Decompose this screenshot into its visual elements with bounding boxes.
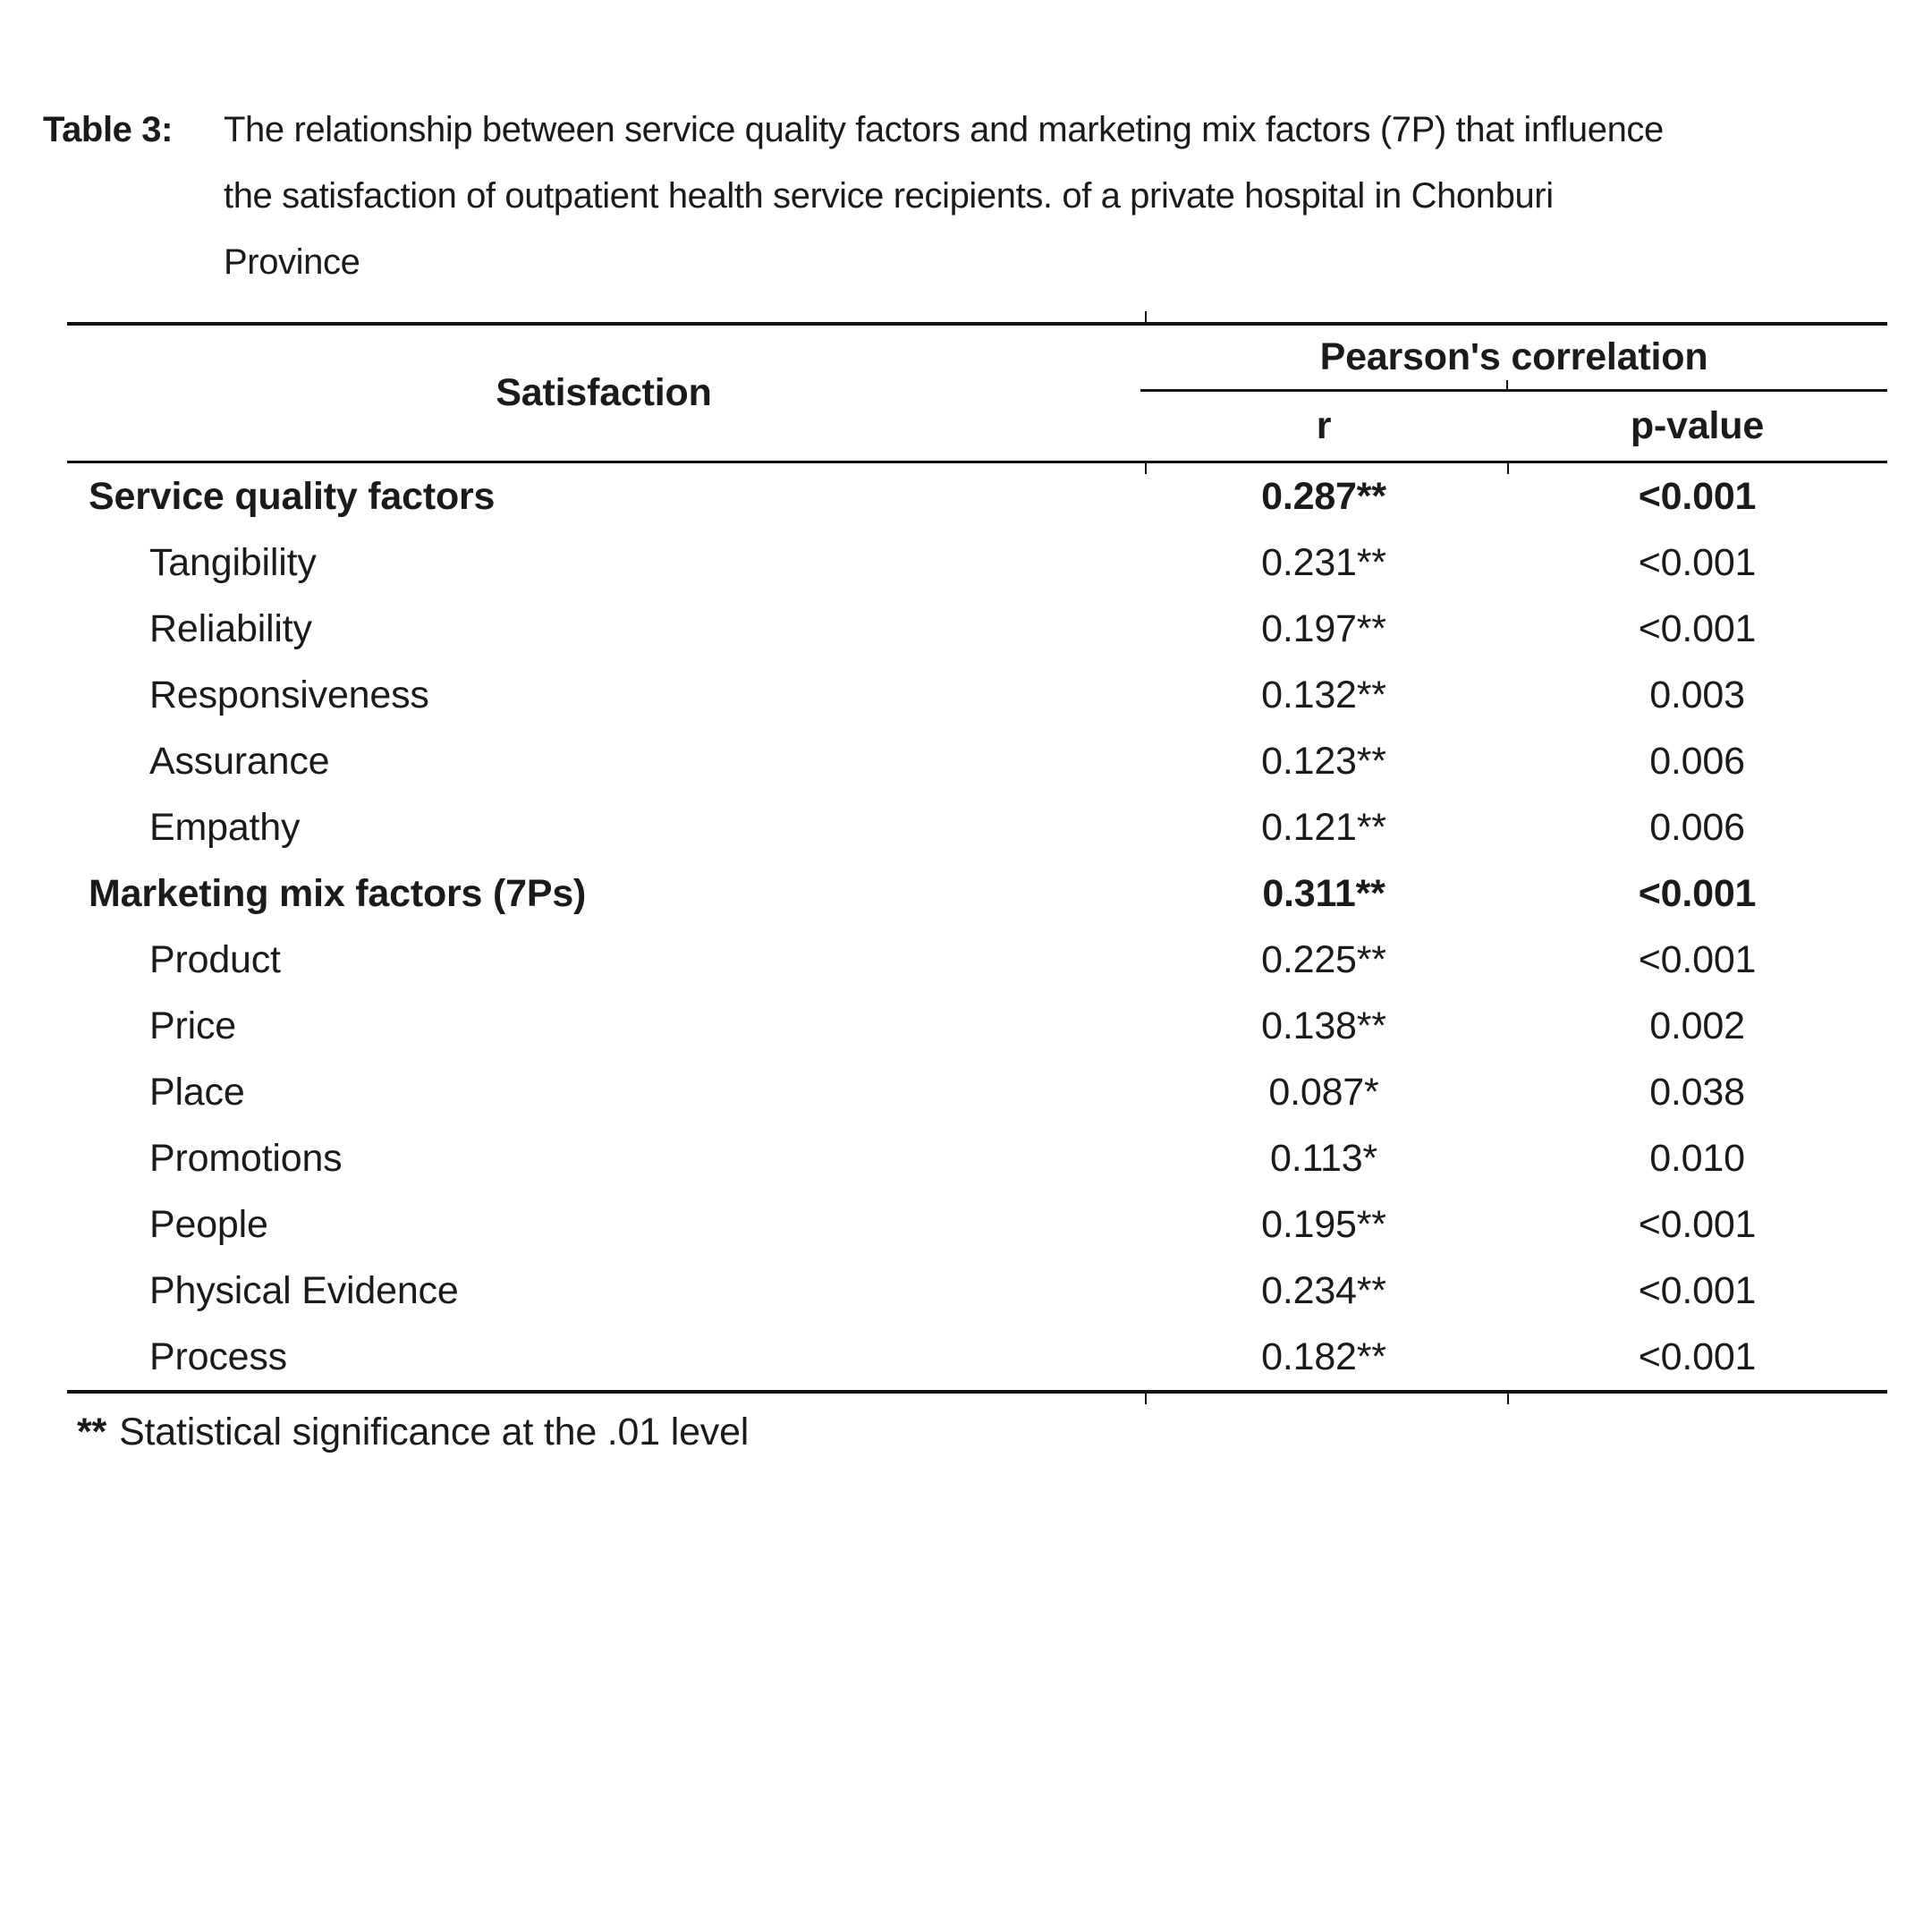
row-label: Responsiveness: [149, 673, 429, 716]
row-label: Reliability: [149, 606, 312, 650]
table-row: Promotions 0.113* 0.010: [67, 1125, 1887, 1191]
table-number-label: Table 3:: [43, 110, 173, 149]
caption-line-3: Province: [224, 242, 360, 282]
correlation-table: Satisfaction Pearson's correlation r p-v…: [67, 311, 1887, 1404]
table-row: People 0.195** <0.001: [67, 1191, 1887, 1258]
row-r-value: 0.087*: [1268, 1070, 1379, 1114]
table-row: Empathy 0.121** 0.006: [67, 794, 1887, 860]
row-r-value: 0.234**: [1261, 1268, 1386, 1312]
footnote-marker: **: [77, 1411, 107, 1453]
table-row: Reliability 0.197** <0.001: [67, 596, 1887, 662]
table-footnote: ** Statistical significance at the .01 le…: [77, 1411, 749, 1454]
column-header-pearson-correlation: Pearson's correlation: [1140, 326, 1887, 392]
row-p-value: <0.001: [1638, 474, 1757, 518]
table-row: Place 0.087* 0.038: [67, 1059, 1887, 1125]
grid-tick: [1507, 1394, 1509, 1404]
row-r-value: 0.123**: [1261, 739, 1386, 783]
row-label: People: [149, 1202, 268, 1246]
row-p-value: <0.001: [1638, 1268, 1757, 1312]
row-p-value: 0.010: [1649, 1136, 1745, 1180]
table-row: Service quality factors 0.287** <0.001: [67, 463, 1887, 530]
row-r-value: 0.225**: [1261, 937, 1386, 981]
table-row: Physical Evidence 0.234** <0.001: [67, 1258, 1887, 1324]
table-row: Tangibility 0.231** <0.001: [67, 530, 1887, 596]
row-label: Marketing mix factors (7Ps): [89, 871, 587, 915]
row-p-value: 0.038: [1649, 1070, 1745, 1114]
table-row: Process 0.182** <0.001: [67, 1324, 1887, 1390]
row-p-value: 0.006: [1649, 739, 1745, 783]
row-p-value: <0.001: [1638, 937, 1757, 981]
table-row: Responsiveness 0.132** 0.003: [67, 662, 1887, 728]
table-caption: Table 3: The relationship between servic…: [43, 97, 1664, 295]
row-label: Assurance: [149, 739, 330, 783]
table-row: Marketing mix factors (7Ps) 0.311** <0.0…: [67, 860, 1887, 927]
row-r-value: 0.287**: [1261, 474, 1386, 518]
row-label: Process: [149, 1335, 287, 1378]
row-r-value: 0.231**: [1261, 540, 1386, 584]
pearson-header-label: Pearson's correlation: [1319, 335, 1708, 378]
footnote-text: Statistical significance at the .01 leve…: [119, 1411, 750, 1453]
table-row: Assurance 0.123** 0.006: [67, 728, 1887, 794]
row-r-value: 0.138**: [1261, 1004, 1386, 1047]
column-header-satisfaction: Satisfaction: [496, 371, 712, 414]
grid-tick: [1506, 380, 1508, 389]
row-r-value: 0.195**: [1261, 1202, 1386, 1246]
row-label: Tangibility: [149, 540, 317, 584]
row-p-value: <0.001: [1638, 871, 1757, 915]
row-label: Physical Evidence: [149, 1268, 459, 1312]
table-row: Product 0.225** <0.001: [67, 927, 1887, 993]
row-p-value: <0.001: [1638, 540, 1757, 584]
row-r-value: 0.121**: [1261, 805, 1386, 849]
table-bottom-rule: [67, 1390, 1887, 1404]
row-p-value: <0.001: [1638, 606, 1757, 650]
grid-tick: [1507, 463, 1509, 474]
table-header: Satisfaction Pearson's correlation r p-v…: [67, 326, 1887, 461]
table-row: Price 0.138** 0.002: [67, 993, 1887, 1059]
row-label: Promotions: [149, 1136, 343, 1180]
row-label: Service quality factors: [89, 474, 496, 518]
column-header-pvalue: p-value: [1630, 404, 1765, 447]
table-caption-text: The relationship between service quality…: [224, 97, 1664, 295]
row-label: Price: [149, 1004, 236, 1047]
row-label: Product: [149, 937, 281, 981]
row-r-value: 0.311**: [1262, 871, 1385, 915]
row-p-value: 0.006: [1649, 805, 1745, 849]
row-r-value: 0.197**: [1261, 606, 1386, 650]
row-label: Place: [149, 1070, 245, 1114]
grid-tick: [1145, 463, 1147, 474]
table-top-rule: [67, 311, 1887, 326]
row-p-value: <0.001: [1638, 1202, 1757, 1246]
grid-tick: [1145, 311, 1147, 322]
caption-line-2: the satisfaction of outpatient health se…: [224, 176, 1554, 216]
row-r-value: 0.113*: [1270, 1136, 1377, 1180]
row-p-value: 0.003: [1649, 673, 1745, 716]
row-p-value: 0.002: [1649, 1004, 1745, 1047]
row-r-value: 0.182**: [1261, 1335, 1386, 1378]
row-p-value: <0.001: [1638, 1335, 1757, 1378]
column-header-r: r: [1316, 404, 1332, 447]
row-label: Empathy: [149, 805, 301, 849]
caption-line-1: The relationship between service quality…: [224, 110, 1664, 149]
table-body: Service quality factors 0.287** <0.001 T…: [67, 463, 1887, 1390]
row-r-value: 0.132**: [1261, 673, 1386, 716]
table-header-rule: [67, 461, 1887, 474]
grid-tick: [1145, 1394, 1147, 1404]
